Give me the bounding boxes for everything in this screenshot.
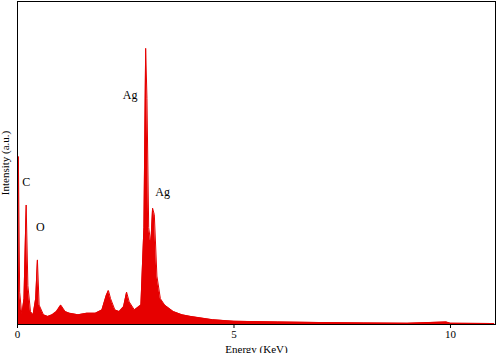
svg-text:Energy (KeV): Energy (KeV) — [225, 343, 288, 353]
svg-text:10: 10 — [445, 328, 457, 340]
svg-text:0: 0 — [15, 328, 21, 340]
svg-text:O: O — [36, 220, 45, 234]
svg-text:Intensity (a.u.): Intensity (a.u.) — [0, 130, 12, 195]
svg-text:5: 5 — [231, 328, 237, 340]
svg-text:C: C — [22, 175, 30, 189]
svg-text:Ag: Ag — [155, 185, 170, 199]
svg-text:Ag: Ag — [123, 88, 138, 102]
